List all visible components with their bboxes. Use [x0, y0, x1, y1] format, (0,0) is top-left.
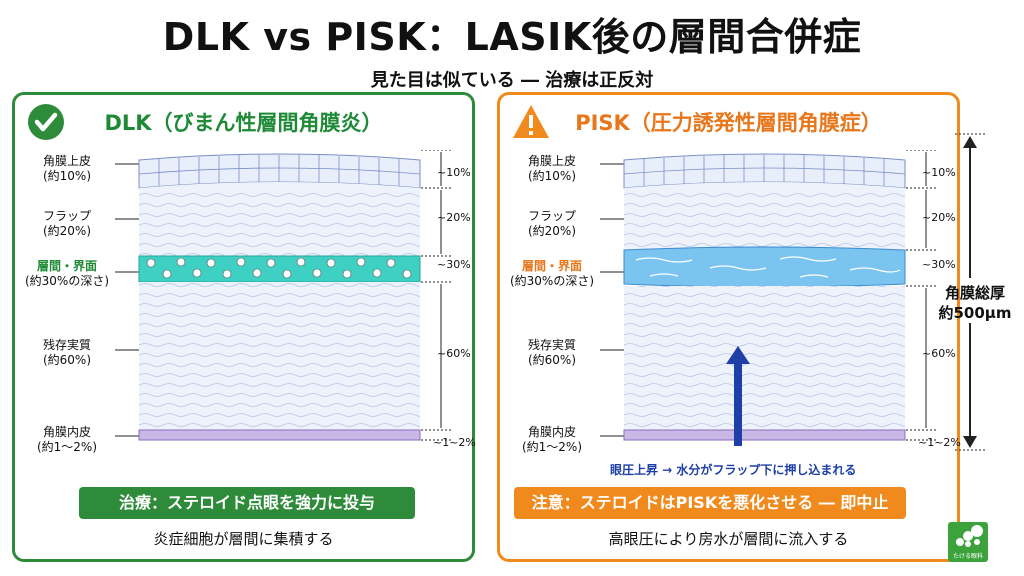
clinic-logo-icon: [956, 525, 983, 547]
pisk-cornea-diagram: [600, 150, 936, 446]
label-flap: フラップ (約20%): [42, 209, 92, 238]
pct-stroma: ~60%: [922, 347, 956, 360]
pct-interface: ~30%: [437, 258, 471, 271]
dlk-note: 炎症細胞が層間に集積する: [153, 530, 334, 548]
pct-flap: ~20%: [922, 211, 956, 224]
total-thickness-label: 角膜総厚 約500μm: [938, 284, 1012, 322]
pisk-note: 高眼圧により房水が層間に流入する: [608, 530, 849, 548]
pct-stroma: ~60%: [437, 347, 471, 360]
label-epithelium: 角膜上皮 (約10%): [42, 154, 92, 183]
label-interface: 層間・界面 (約30%の深さ): [509, 259, 595, 288]
label-flap: フラップ (約20%): [527, 209, 577, 238]
label-epithelium: 角膜上皮 (約10%): [527, 154, 577, 183]
total-thickness-arrow-icon: [955, 133, 985, 451]
pct-endothelium: ~1~2%: [433, 436, 476, 449]
page-title: DLK vs PISK：LASIK後の層間合併症: [162, 15, 862, 59]
warning-icon: [513, 105, 549, 138]
arrow-caption: 眼圧上昇 → 水分がフラップ下に押し込まれる: [610, 463, 857, 477]
pct-flap: ~20%: [437, 211, 471, 224]
pct-interface: ~30%: [922, 258, 956, 271]
label-stroma: 残存実質 (約60%): [42, 338, 92, 367]
page-subtitle: 見た目は似ている ― 治療は正反対: [370, 70, 654, 91]
pisk-heading: PISK（圧力誘発性層間角膜症）: [575, 111, 882, 135]
label-interface: 層間・界面 (約30%の深さ): [24, 259, 110, 288]
pisk-warning-banner: 注意：ステロイドはPISKを悪化させる ― 即中止: [514, 487, 906, 519]
pisk-panel: PISK（圧力誘発性層間角膜症） 角膜上皮 (約10%) フラップ (約20%) 層…: [497, 92, 961, 562]
pct-epithelium: ~10%: [922, 166, 956, 179]
dlk-cornea-diagram: [115, 150, 451, 441]
checkmark-icon: [28, 104, 64, 140]
dlk-panel: DLK（びまん性層間角膜炎） 角膜上皮 (約10%) フラップ (約20%) 層間・…: [12, 92, 476, 562]
label-endothelium: 角膜内皮 (約1～2%): [36, 425, 98, 454]
label-endothelium: 角膜内皮 (約1～2%): [521, 425, 583, 454]
dlk-heading: DLK（びまん性層間角膜炎）: [104, 111, 383, 135]
clinic-logo: たける眼科: [948, 522, 988, 562]
iop-arrow-icon: [726, 346, 750, 446]
pct-epithelium: ~10%: [437, 166, 471, 179]
label-stroma: 残存実質 (約60%): [527, 338, 577, 367]
dlk-treatment-banner: 治療：ステロイド点眼を強力に投与: [79, 487, 415, 519]
pct-endothelium: ~1~2%: [918, 436, 961, 449]
